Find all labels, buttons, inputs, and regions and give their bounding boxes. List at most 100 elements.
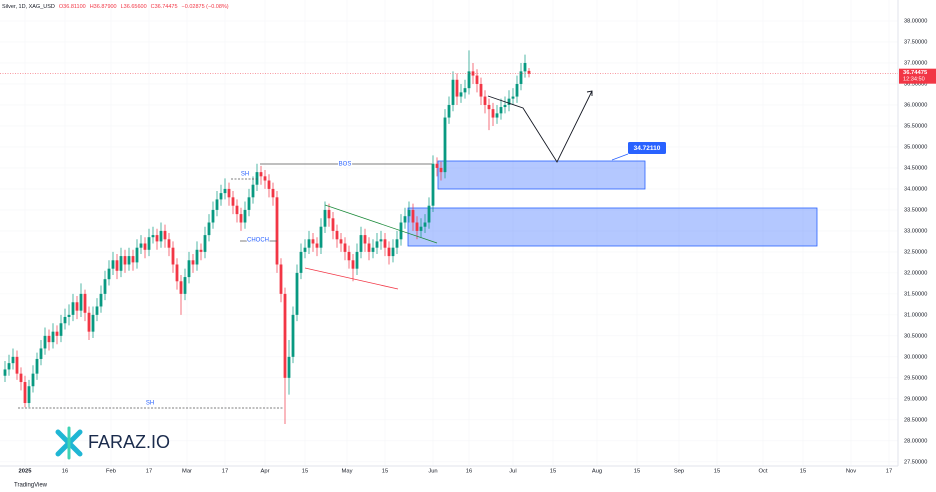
candle-body [499,107,503,114]
ohlc-value: C36.74475 [150,4,178,10]
sh-label: SH [146,401,154,407]
candle-body [463,88,467,93]
x-tick-label: 15 [550,469,556,475]
candle-body [363,235,367,244]
candle-body [263,176,267,181]
candles [3,50,531,425]
candle-body [355,251,359,269]
candle-body [391,247,395,257]
candle-body [255,172,259,185]
candle-body [223,188,227,194]
candle-body [119,256,123,271]
candle-body [103,279,107,294]
candle-body [115,260,119,271]
candle-body [3,369,7,376]
candle-body [279,264,283,294]
candle-body [387,247,391,257]
y-tick-label: 33.00000 [904,228,927,234]
last-price-label: 36.74475 [903,70,928,76]
x-tick-label: May [342,469,353,475]
candle-body [247,197,251,210]
countdown: 12:34:50 [903,77,925,83]
candle-body [423,222,427,227]
candle-body [127,256,131,265]
ohlc-value: O36.81100 [58,4,86,10]
y-tick-label: 29.50000 [904,375,927,381]
zone-label-box [628,142,666,154]
candle-body [439,167,443,173]
candle-body [15,356,19,374]
candle-body [219,193,223,200]
y-tick-label: 31.00000 [904,312,927,318]
candle-body [359,235,363,252]
candle-body [79,293,83,311]
candle-body [395,239,399,248]
y-tick-label: 34.00000 [904,186,927,192]
x-tick-label: Nov [846,469,856,475]
candle-body [91,314,95,332]
footer: TradingView [14,483,48,489]
candle-body [231,197,235,206]
candle-body [171,247,175,265]
candle-body [339,239,343,244]
candle-body [71,302,75,315]
candle-body [487,104,491,110]
y-tick-label: 28.00000 [904,438,927,444]
candle-body [495,113,499,118]
candle-body [187,260,191,278]
candle-body [163,230,167,240]
candle-body [43,335,47,349]
candle-body [207,222,211,236]
y-tick-label: 31.50000 [904,291,927,297]
projection-arrowhead [586,90,593,96]
candle-body [451,79,455,105]
candle-body [251,184,255,198]
candle-body [371,247,375,252]
candle-body [443,117,447,173]
candle-body [455,79,459,97]
candle-body [47,335,51,343]
candle-body [139,243,143,248]
candle-body [503,104,507,108]
x-tick-label: 2025 [19,469,33,475]
x-tick-label: Feb [106,469,116,475]
candle-body [99,293,103,307]
header: Silver, 1D, XAG_USD O36.81100 H36.87900 L3… [2,4,229,10]
candle-body [19,373,23,383]
candle-body [167,239,171,248]
candle-body [67,314,71,317]
y-tick-label: 36.50000 [904,81,927,87]
candle-body [287,356,291,378]
candle-body [415,222,419,231]
candle-body [75,302,79,311]
y-tick-label: 30.50000 [904,333,927,339]
x-tick-label: 15 [714,469,720,475]
y-tick-label: 33.50000 [904,207,927,213]
candle-body [331,218,335,231]
candle-body [291,314,295,357]
ohlc-value: −0.02875 (−0.08%) [181,4,229,10]
candle-body [7,363,11,370]
candle-body [27,386,31,404]
candle-body [295,272,299,315]
watermark: FARAZ.IO [55,426,170,460]
x-tick-label: 16 [466,469,472,475]
candle-body [319,226,323,248]
x-tick-label: 17 [222,469,228,475]
candle-body [511,96,515,99]
ohlc-value: L36.65600 [120,4,147,10]
candle-body [183,277,187,294]
last-price-tag [899,68,936,84]
candle-body [131,256,135,263]
candle-body [147,237,151,250]
candle-body [191,260,195,265]
candle-body [507,98,511,105]
candle-body [519,71,523,84]
candle-body [11,356,15,364]
candle-body [59,323,63,336]
candle-body [55,331,59,336]
x-tick-label: 15 [382,469,388,475]
x-tick-label: 17 [146,469,152,475]
bos-label: BOS [339,162,352,168]
candle-body [467,71,471,89]
